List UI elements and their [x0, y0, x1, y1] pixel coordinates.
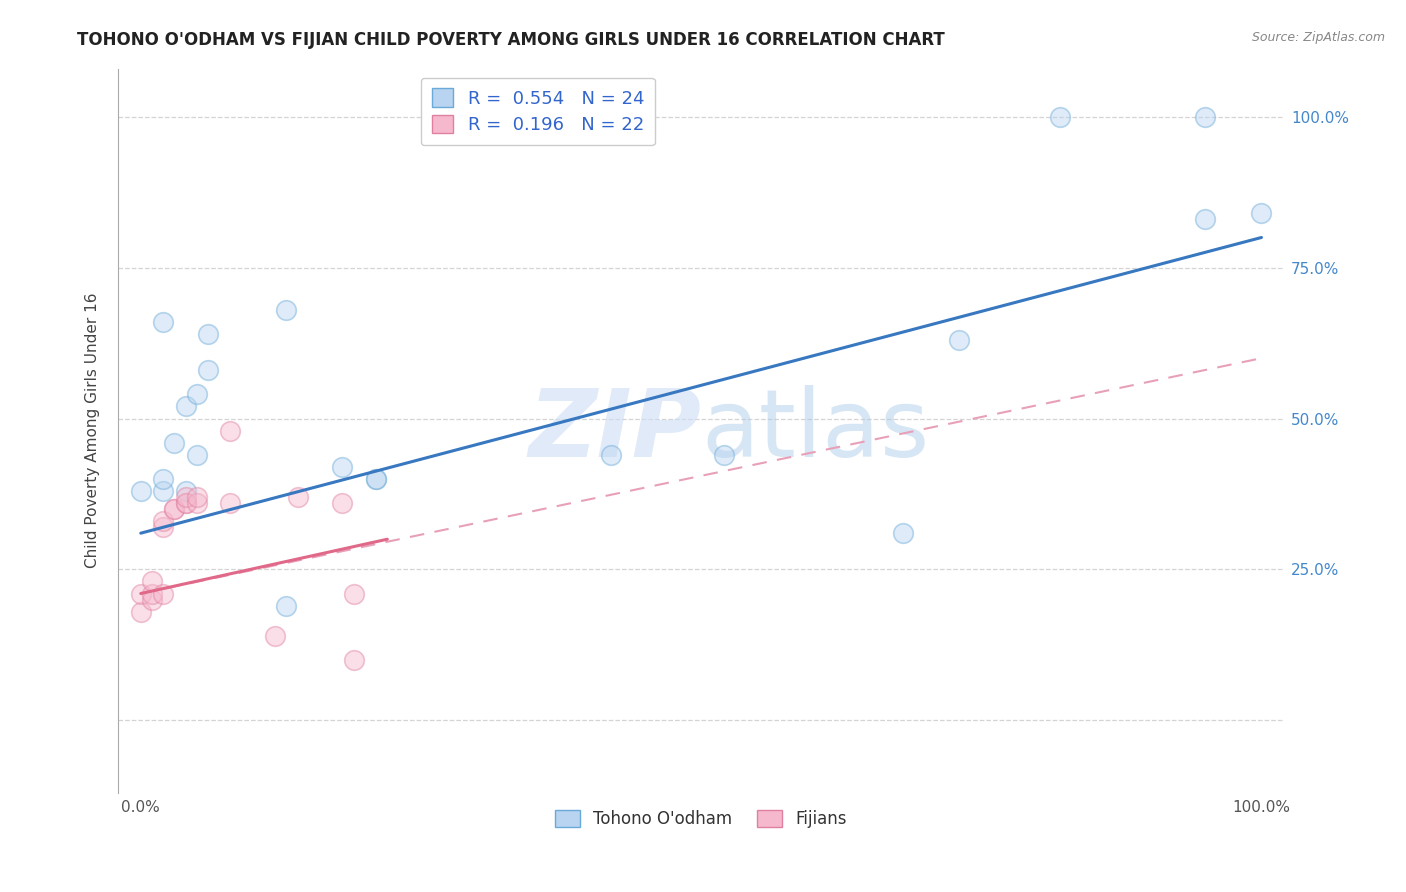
- Point: [186, 490, 208, 504]
- Text: Source: ZipAtlas.com: Source: ZipAtlas.com: [1251, 31, 1385, 45]
- Point: [129, 483, 152, 498]
- Point: [600, 448, 623, 462]
- Point: [219, 424, 242, 438]
- Point: [343, 653, 366, 667]
- Point: [129, 605, 152, 619]
- Point: [287, 490, 309, 504]
- Point: [152, 514, 174, 528]
- Point: [366, 472, 388, 486]
- Point: [197, 363, 219, 377]
- Point: [174, 400, 197, 414]
- Point: [1194, 110, 1216, 124]
- Point: [174, 483, 197, 498]
- Point: [186, 448, 208, 462]
- Point: [186, 496, 208, 510]
- Point: [174, 490, 197, 504]
- Point: [152, 520, 174, 534]
- Point: [1049, 110, 1071, 124]
- Point: [152, 586, 174, 600]
- Point: [163, 502, 186, 516]
- Text: TOHONO O'ODHAM VS FIJIAN CHILD POVERTY AMONG GIRLS UNDER 16 CORRELATION CHART: TOHONO O'ODHAM VS FIJIAN CHILD POVERTY A…: [77, 31, 945, 49]
- Y-axis label: Child Poverty Among Girls Under 16: Child Poverty Among Girls Under 16: [86, 293, 100, 568]
- Point: [276, 599, 298, 613]
- Point: [343, 586, 366, 600]
- Point: [276, 302, 298, 317]
- Point: [713, 448, 735, 462]
- Point: [152, 483, 174, 498]
- Point: [219, 496, 242, 510]
- Point: [152, 472, 174, 486]
- Point: [264, 629, 287, 643]
- Point: [174, 496, 197, 510]
- Point: [186, 387, 208, 401]
- Point: [141, 592, 163, 607]
- Point: [1194, 212, 1216, 227]
- Point: [332, 459, 354, 474]
- Point: [891, 526, 914, 541]
- Point: [129, 586, 152, 600]
- Text: ZIP: ZIP: [529, 384, 702, 476]
- Point: [152, 315, 174, 329]
- Point: [948, 333, 970, 347]
- Point: [332, 496, 354, 510]
- Point: [1250, 206, 1272, 220]
- Legend: Tohono O'odham, Fijians: Tohono O'odham, Fijians: [548, 804, 853, 835]
- Point: [163, 502, 186, 516]
- Point: [366, 472, 388, 486]
- Point: [141, 574, 163, 589]
- Point: [141, 586, 163, 600]
- Point: [197, 326, 219, 341]
- Point: [174, 496, 197, 510]
- Text: atlas: atlas: [702, 384, 929, 476]
- Point: [163, 435, 186, 450]
